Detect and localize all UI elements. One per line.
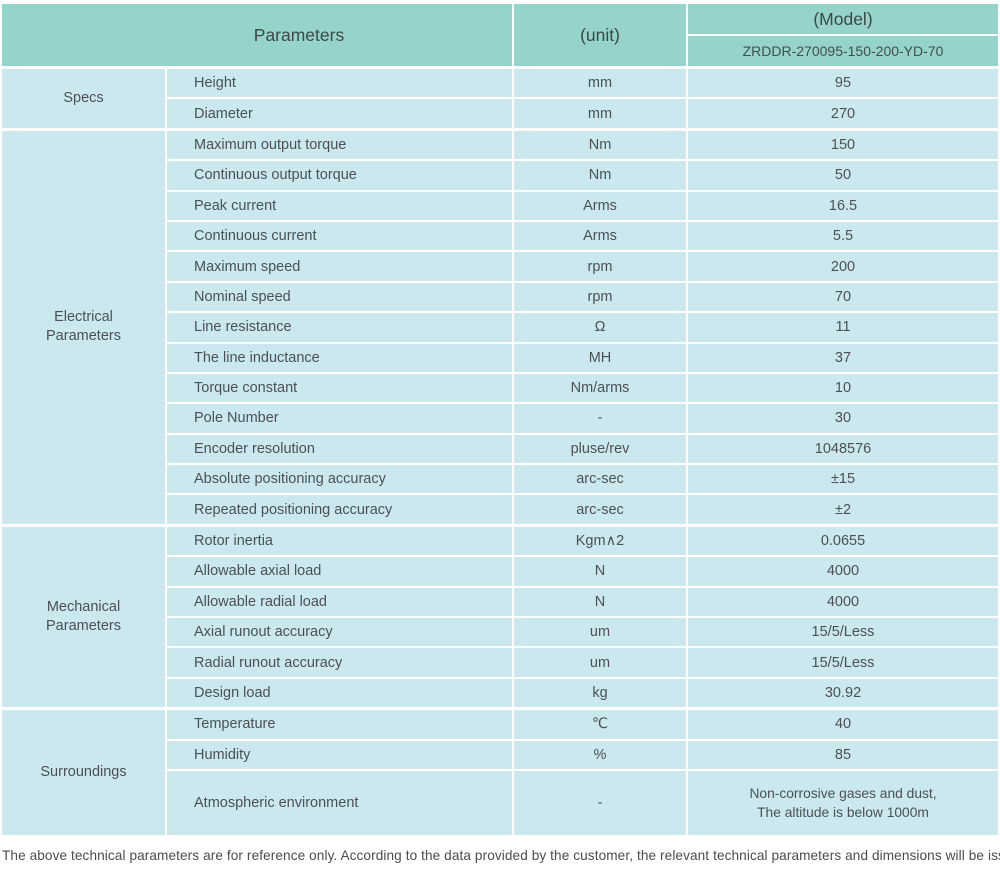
param-value: 30 [688,404,998,433]
group-specs: Specs Height mm 95 Diameter mm 270 [2,69,998,128]
param-unit: arc-sec [514,495,686,524]
param-name: Allowable axial load [167,557,512,586]
param-name: Rotor inertia [167,526,512,556]
param-value: 15/5/Less [688,648,998,677]
param-value: 70 [688,282,998,312]
value-line: The altitude is below 1000m [757,804,929,820]
param-value: ±15 [688,465,998,494]
header-unit-cell: (unit) [514,4,686,66]
param-name: Continuous current [167,221,512,251]
param-value: ±2 [688,495,998,524]
footer-note: The above technical parameters are for r… [2,847,1000,863]
param-unit: Arms [514,221,686,251]
param-unit: Kgm∧2 [514,526,686,556]
param-unit: um [514,648,686,677]
group-label-mechanical-parameters: Mechanical Parameters [2,526,165,708]
param-name: Radial runout accuracy [167,648,512,677]
param-name: Continuous output torque [167,161,512,190]
param-value: 4000 [688,587,998,617]
param-value: 10 [688,373,998,403]
param-unit: ℃ [514,710,686,739]
param-name: Absolute positioning accuracy [167,465,512,494]
table-header: Parameters (unit) (Model) ZRDDR-270095-1… [2,4,998,66]
param-unit: kg [514,678,686,708]
param-value: 95 [688,69,998,98]
param-unit: rpm [514,282,686,312]
param-unit: - [514,404,686,433]
param-name: Maximum speed [167,252,512,281]
param-value: 16.5 [688,191,998,220]
param-name: The line inductance [167,343,512,372]
value-line: Non-corrosive gases and dust, [749,785,937,801]
param-unit: - [514,770,686,835]
param-name: Axial runout accuracy [167,618,512,647]
param-value: 270 [688,99,998,128]
param-value: 37 [688,343,998,372]
group-label-surroundings: Surroundings [2,710,165,835]
group-mechanical-parameters: Mechanical Parameters Rotor inertia Kgm∧… [2,526,998,708]
param-value: 15/5/Less [688,618,998,647]
header-parameters-cell: Parameters [2,4,512,66]
param-value: 4000 [688,557,998,586]
param-name: Pole Number [167,404,512,433]
param-name: Peak current [167,191,512,220]
param-unit: um [514,618,686,647]
param-value: 40 [688,710,998,739]
param-value: 30.92 [688,678,998,708]
model-value: ZRDDR-270095-150-200-YD-70 [688,36,998,66]
param-value: Non-corrosive gases and dust, The altitu… [688,770,998,835]
param-unit: % [514,740,686,769]
header-parameters-label: Parameters [253,24,345,45]
param-unit: arc-sec [514,465,686,494]
group-electrical-parameters: Electrical Parameters Maximum output tor… [2,130,998,524]
param-name: Nominal speed [167,282,512,312]
param-value: 200 [688,252,998,281]
param-unit: Nm/arms [514,373,686,403]
param-value: 85 [688,740,998,769]
param-unit: mm [514,99,686,128]
param-value: 11 [688,313,998,342]
param-name: Design load [167,678,512,708]
group-surroundings: Surroundings Temperature ℃ 40 Humidity %… [2,710,998,835]
model-label: (Model) [688,4,998,34]
param-value: 150 [688,130,998,160]
param-name: Atmospheric environment [167,770,512,835]
header-model-cell: (Model) ZRDDR-270095-150-200-YD-70 [688,4,998,66]
param-unit: rpm [514,252,686,281]
param-name: Humidity [167,740,512,769]
param-unit: Nm [514,130,686,160]
spec-table: Parameters (unit) (Model) ZRDDR-270095-1… [2,4,1000,863]
param-unit: Nm [514,161,686,190]
param-unit: mm [514,69,686,98]
param-unit: Arms [514,191,686,220]
param-unit: N [514,587,686,617]
param-unit: N [514,557,686,586]
header-unit-label: (unit) [580,24,620,45]
param-name: Encoder resolution [167,434,512,464]
param-name: Diameter [167,99,512,128]
param-unit: pluse/rev [514,434,686,464]
param-name: Line resistance [167,313,512,342]
param-name: Maximum output torque [167,130,512,160]
param-value: 1048576 [688,434,998,464]
param-value: 0.0655 [688,526,998,556]
param-unit: MH [514,343,686,372]
param-name: Temperature [167,710,512,739]
param-name: Torque constant [167,373,512,403]
param-name: Repeated positioning accuracy [167,495,512,524]
group-label-specs: Specs [2,69,165,128]
param-value: 5.5 [688,221,998,251]
param-unit: Ω [514,313,686,342]
param-value: 50 [688,161,998,190]
group-label-electrical-parameters: Electrical Parameters [2,130,165,524]
param-name: Allowable radial load [167,587,512,617]
param-name: Height [167,69,512,98]
